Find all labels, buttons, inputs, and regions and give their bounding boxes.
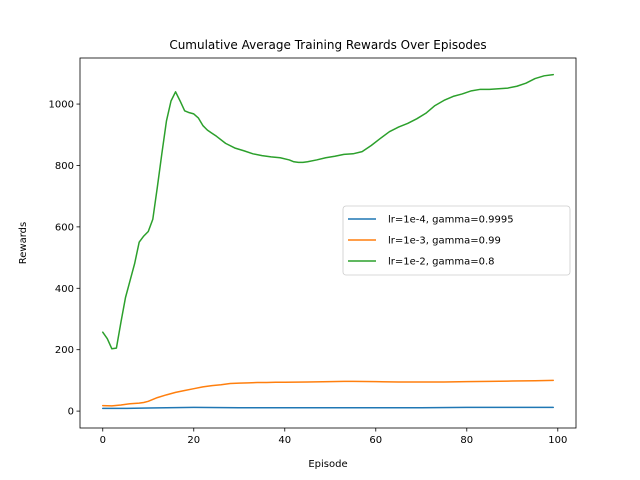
- series-lines: [102, 73, 554, 410]
- y-tick-label: 1000: [49, 100, 74, 111]
- y-axis-ticks: 0 200 400 600 800 1000: [49, 100, 80, 418]
- legend-box: [342, 205, 571, 276]
- y-axis-label: Rewards: [18, 222, 29, 264]
- series-line-1: [102, 406, 554, 410]
- x-tick-label: 40: [278, 435, 291, 446]
- y-tick-label: 400: [55, 284, 74, 295]
- x-axis-ticks: 0 20 40 60 80 100: [100, 428, 567, 446]
- axes-frame: [79, 57, 577, 429]
- legend-entries: lr=1e-4, gamma=0.9995 lr=1e-3, gamma=0.99…: [348, 215, 514, 268]
- x-tick-label: 0: [100, 435, 106, 446]
- series-line-3: [102, 73, 554, 350]
- x-tick-label: 60: [369, 435, 382, 446]
- series-line-2: [102, 379, 554, 407]
- plot-area: [79, 57, 577, 429]
- legend: lr=1e-4, gamma=0.9995 lr=1e-3, gamma=0.99…: [342, 205, 571, 276]
- y-tick-label: 600: [55, 222, 74, 233]
- y-tick-label: 0: [68, 407, 74, 418]
- legend-label-1: lr=1e-4, gamma=0.9995: [388, 215, 514, 226]
- x-tick-label: 100: [548, 435, 567, 446]
- y-tick-label: 200: [55, 345, 74, 356]
- x-tick-label: 80: [460, 435, 473, 446]
- chart-title: Cumulative Average Training Rewards Over…: [169, 38, 486, 52]
- x-axis-label: Episode: [308, 459, 347, 470]
- y-tick-label: 800: [55, 161, 74, 172]
- legend-label-3: lr=1e-2, gamma=0.8: [388, 257, 494, 268]
- legend-label-2: lr=1e-3, gamma=0.99: [388, 236, 501, 247]
- x-tick-label: 20: [187, 435, 200, 446]
